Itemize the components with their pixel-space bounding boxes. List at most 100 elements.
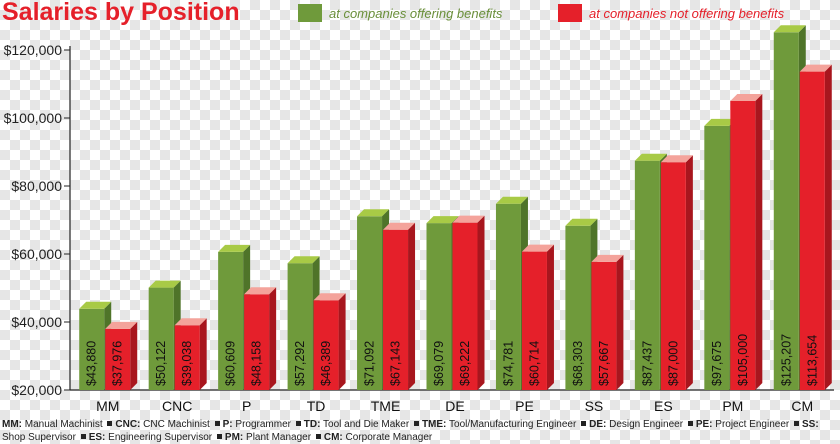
footnote-text: Programmer [232,419,294,430]
footnote-item: TD: Tool and Die Maker [294,419,412,430]
bar-front [174,325,200,390]
bar-no-benefits-p: $48,158 [244,287,277,390]
data-label: $105,000 [736,334,750,386]
x-tick-label: DE [445,398,464,414]
data-label: $97,675 [710,341,724,386]
bar-front [565,225,591,390]
bar-front [218,251,244,390]
x-tick-label: SS [585,398,604,414]
bullet-square-icon [214,421,220,427]
bar-top [591,254,624,262]
y-tick-label: $120,000 [4,42,63,58]
bullet-square-icon [216,434,222,440]
data-label: $74,781 [501,341,515,386]
bar-top [426,216,459,224]
footnote-item: DE: Design Engineer [579,419,686,430]
bar-top [244,287,277,295]
data-label: $48,158 [250,341,264,386]
bar-front [660,162,686,390]
x-tick-label: PE [515,398,534,414]
bar-top [218,244,251,252]
y-tick-label: $80,000 [11,178,62,194]
bars-group: $43,880 $37,976 $50,122 $39,038 $60,609 $48,1… [79,25,832,390]
x-tick-label: TD [307,398,326,414]
bar-top [357,209,390,217]
x-tick-label: ES [654,398,673,414]
bullet-square-icon [107,421,113,427]
bar-front [452,222,478,390]
data-label: $60,609 [224,341,238,386]
data-label: $57,292 [293,341,307,386]
bar-no-benefits-tme: $67,143 [383,222,416,390]
bar-side [130,321,138,390]
footnote-text: Plant Manager [243,432,314,443]
footnote-text: Tool/Manufacturing Engineer [446,419,580,430]
data-label: $68,303 [571,341,585,386]
bar-front [244,294,270,390]
footnote-item: MM: Manual Machinist [2,419,105,430]
bar-top [452,215,485,223]
x-tick-label: CM [791,398,813,414]
footnote-abbr: P: [222,419,233,430]
y-tick-label: $60,000 [11,246,62,262]
data-label: $125,207 [779,334,793,386]
bar-front [105,328,131,390]
bar-top [79,301,112,309]
bar-no-benefits-td: $46,389 [313,293,346,390]
bar-top [174,318,207,326]
footnote-item: CNC: CNC Machinist [105,419,212,430]
x-tick-label: MM [96,398,119,414]
y-tick-label: $100,000 [4,110,63,126]
x-tick-label: TME [371,398,401,414]
bar-no-benefits-de: $69,222 [452,215,485,390]
x-axis: MM CNC P TD TME DE PE SS ES PM CM [96,398,813,414]
bar-front [426,223,452,390]
x-tick-label: CNC [162,398,192,414]
bullet-square-icon [315,434,321,440]
bar-front [704,125,730,390]
bar-front [591,261,617,390]
data-label: $87,000 [666,341,680,386]
bullet-square-icon [687,421,693,427]
bar-top [704,118,737,126]
bar-top [148,280,181,288]
footnote-item: TME: Tool/Manufacturing Engineer [412,419,579,430]
bar-no-benefits-cnc: $39,038 [174,318,207,390]
footnote-text: Project Engineer [712,419,792,430]
footnote-item: ES: Engineering Supervisor [79,432,215,443]
footnote-item: SS: Shop Supervisor [2,419,819,443]
bar-front [773,32,799,390]
bar-front [521,251,547,390]
bar-side [408,222,416,390]
bar-top [660,155,693,163]
bar-side [338,293,346,390]
bar-top [521,244,554,252]
bar-top [730,94,763,101]
bar-no-benefits-cm: $113,654 [799,64,832,390]
bar-front [495,203,521,390]
data-label: $71,092 [363,341,377,386]
footnote-text: Shop Supervisor [2,432,79,443]
data-label: $46,389 [319,341,333,386]
data-label: $69,222 [458,341,472,386]
footnote-item: PM: Plant Manager [215,432,314,443]
bar-top [105,321,138,329]
bar-no-benefits-pm: $105,000 [730,94,763,390]
footnote-abbr: DE: [589,419,607,430]
footnote-text: Corporate Manager [342,432,433,443]
bar-side [755,94,763,390]
bar-front [799,71,825,390]
bullet-square-icon [413,421,419,427]
footnote-item: PE: Project Engineer [686,419,792,430]
footnote-abbr: MM: [2,419,22,430]
footnote-abbr: PM: [224,432,244,443]
bar-side [477,215,485,390]
data-label: $69,079 [432,341,446,386]
x-tick-label: PM [722,398,743,414]
bar-side [824,64,832,390]
footnote-abbr: PE: [695,419,713,430]
bar-top [634,153,667,161]
bullet-square-icon [80,434,86,440]
data-label: $60,714 [527,341,541,386]
bar-front [313,300,339,390]
